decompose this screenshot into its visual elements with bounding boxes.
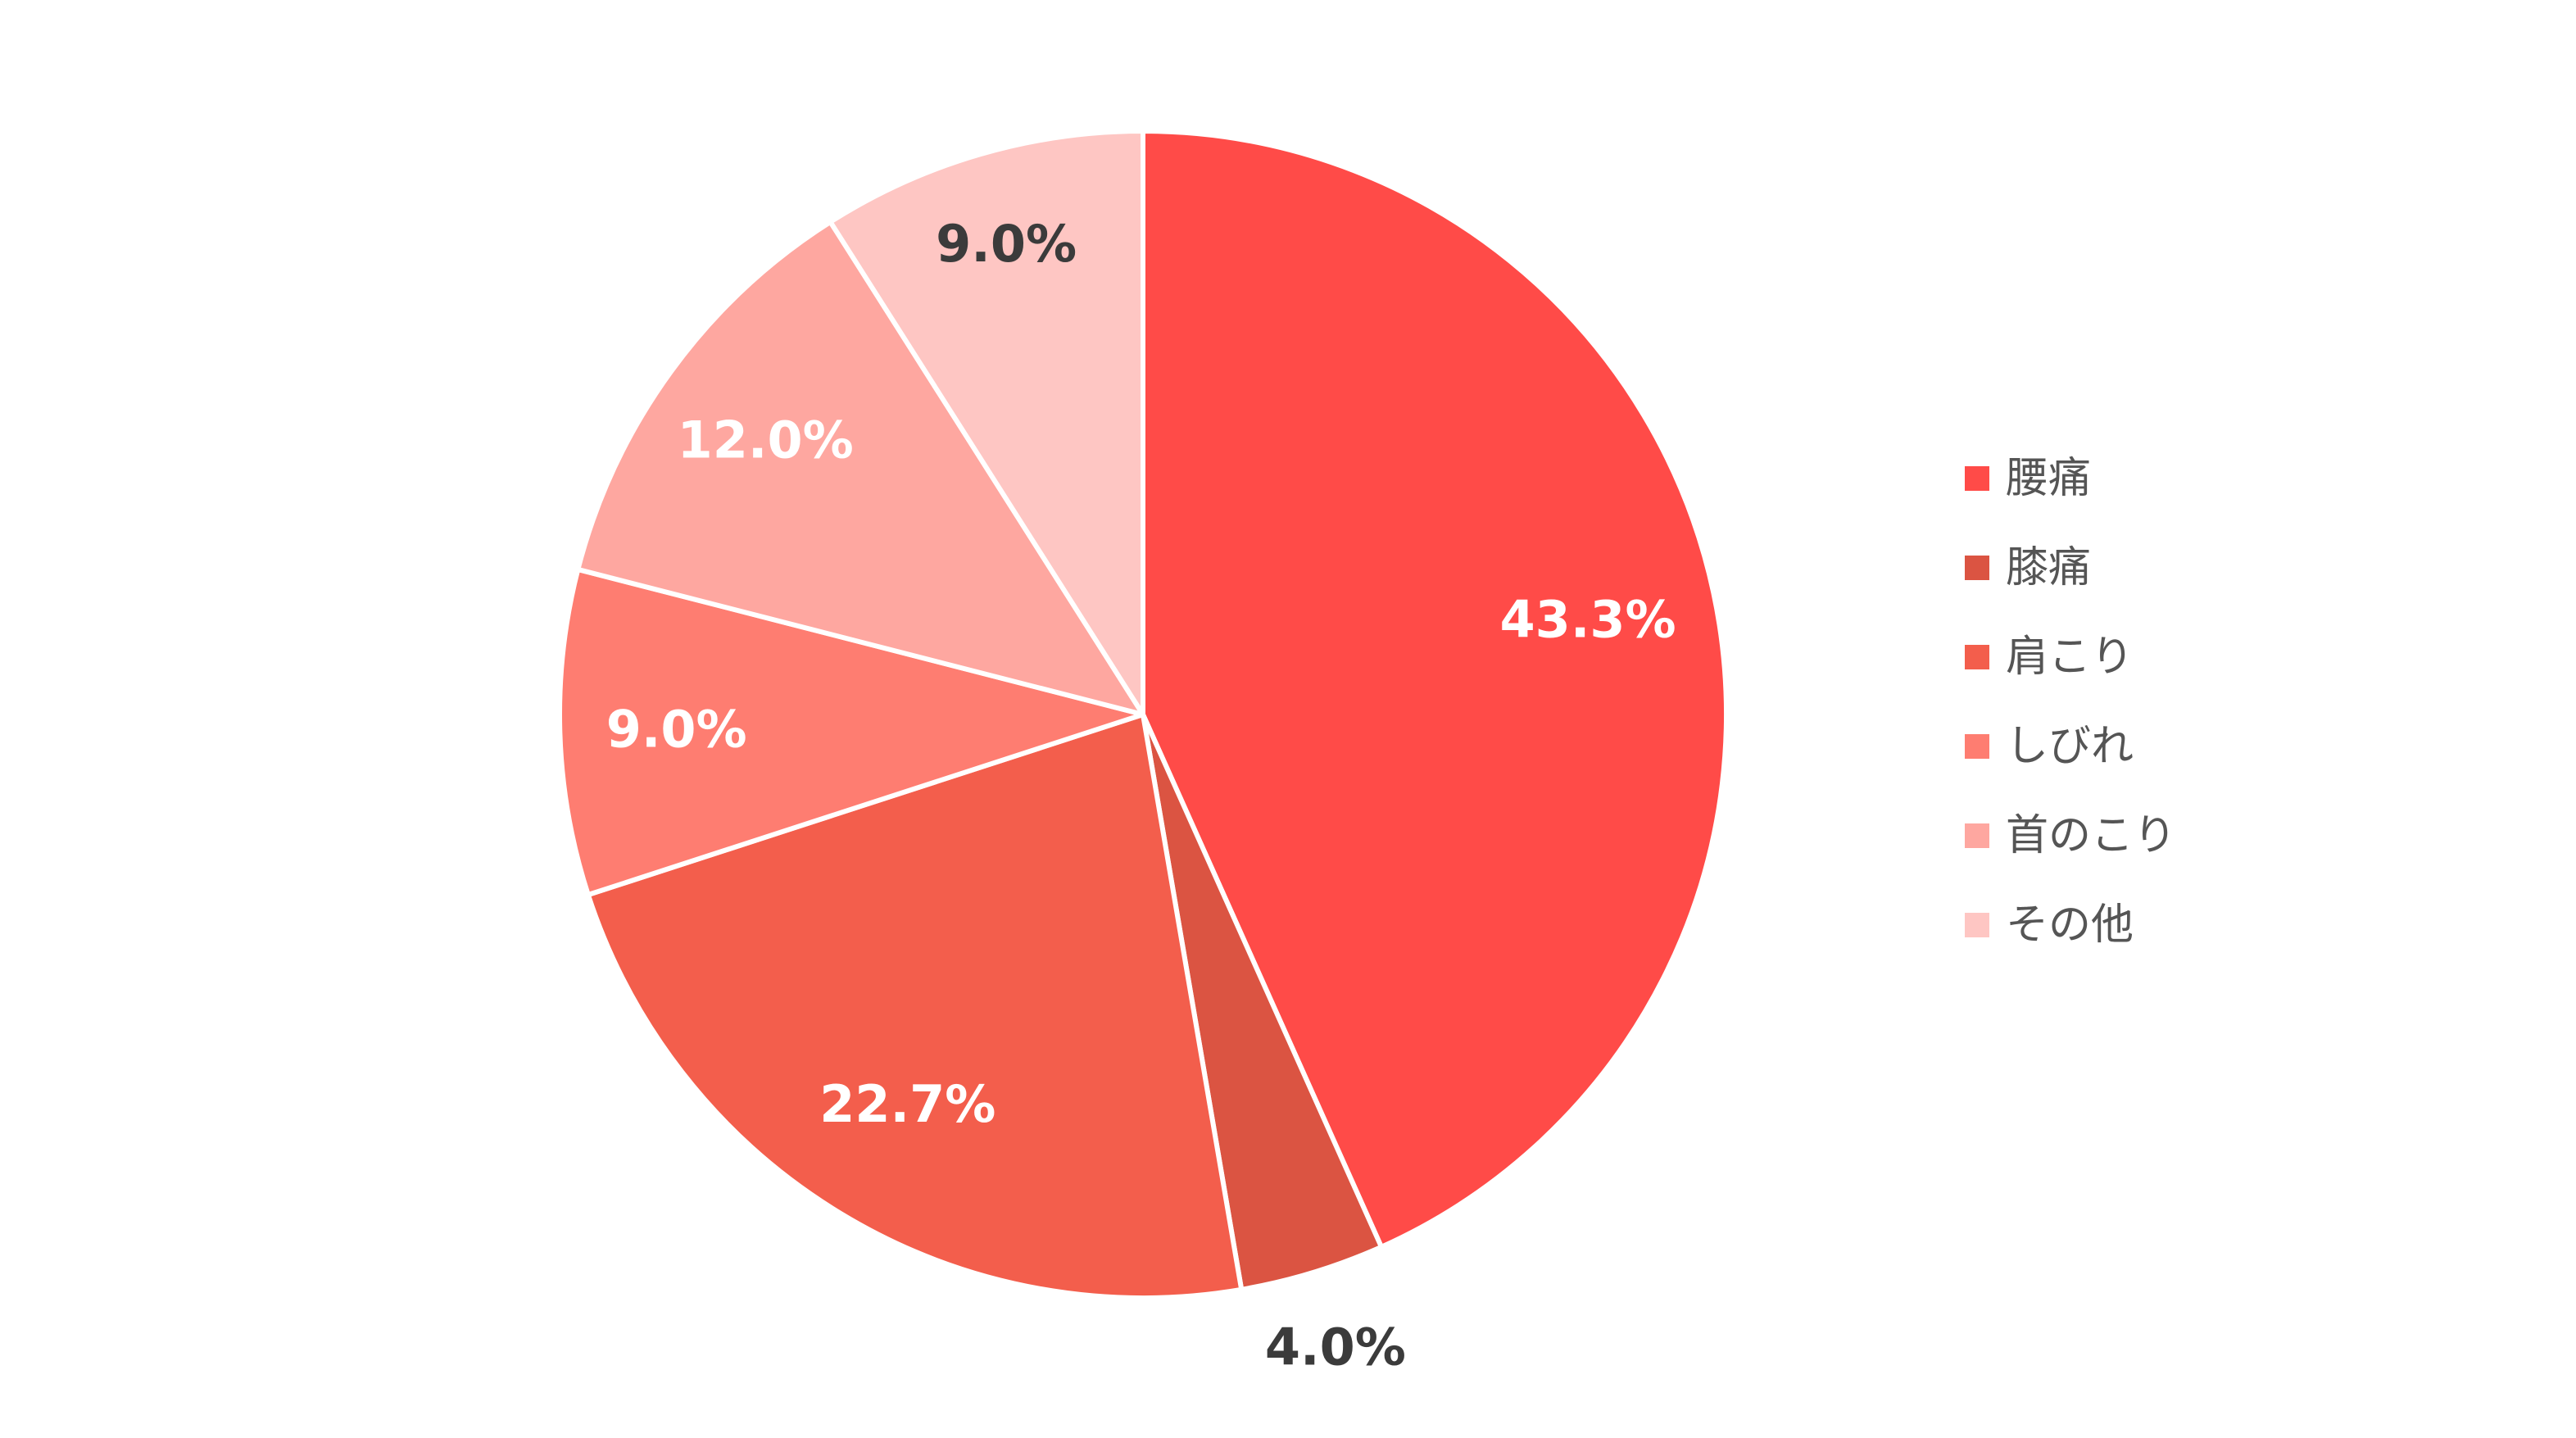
legend-label: 膝痛 bbox=[2006, 543, 2091, 592]
legend-item: 首のこり bbox=[1965, 811, 2176, 860]
legend-item: その他 bbox=[1965, 900, 2134, 950]
slice-value-label: 9.0% bbox=[936, 214, 1077, 274]
pie-slices bbox=[557, 129, 1729, 1300]
legend-item: 肩こり bbox=[1965, 633, 2134, 682]
legend-label: その他 bbox=[2006, 900, 2134, 950]
pie-labels: 43.3% 4.0% 22.7% 9.0% 12.0% 9.0% bbox=[606, 214, 1676, 1377]
legend-swatch bbox=[1965, 466, 1989, 491]
legend-label: 腰痛 bbox=[2006, 454, 2091, 503]
legend-label: しびれ bbox=[2006, 722, 2134, 771]
slice-value-label: 12.0% bbox=[678, 411, 854, 470]
slice-value-label: 22.7% bbox=[819, 1074, 995, 1134]
slice-value-label: 9.0% bbox=[606, 699, 747, 759]
legend-item: しびれ bbox=[1965, 722, 2134, 771]
pie-slice-2 bbox=[1141, 712, 1384, 1292]
legend-swatch bbox=[1965, 556, 1989, 580]
pie-slice-1 bbox=[1141, 129, 1729, 1250]
pie-slice-3 bbox=[585, 712, 1245, 1300]
legend-swatch bbox=[1965, 734, 1989, 759]
pie-slice-5 bbox=[575, 219, 1145, 717]
legend-label: 肩こり bbox=[2006, 633, 2134, 682]
legend-swatch bbox=[1965, 823, 1989, 848]
legend-item: 膝痛 bbox=[1965, 543, 2091, 592]
legend-item: 腰痛 bbox=[1965, 454, 2091, 503]
pie-slice-4 bbox=[557, 566, 1145, 898]
legend-swatch bbox=[1965, 913, 1989, 937]
legend-label: 首のこり bbox=[2006, 811, 2176, 860]
legend-swatch bbox=[1965, 645, 1989, 669]
slice-value-label: 43.3% bbox=[1500, 589, 1676, 649]
pie-slice-6 bbox=[828, 129, 1145, 717]
slice-value-label: 4.0% bbox=[1265, 1318, 1406, 1377]
